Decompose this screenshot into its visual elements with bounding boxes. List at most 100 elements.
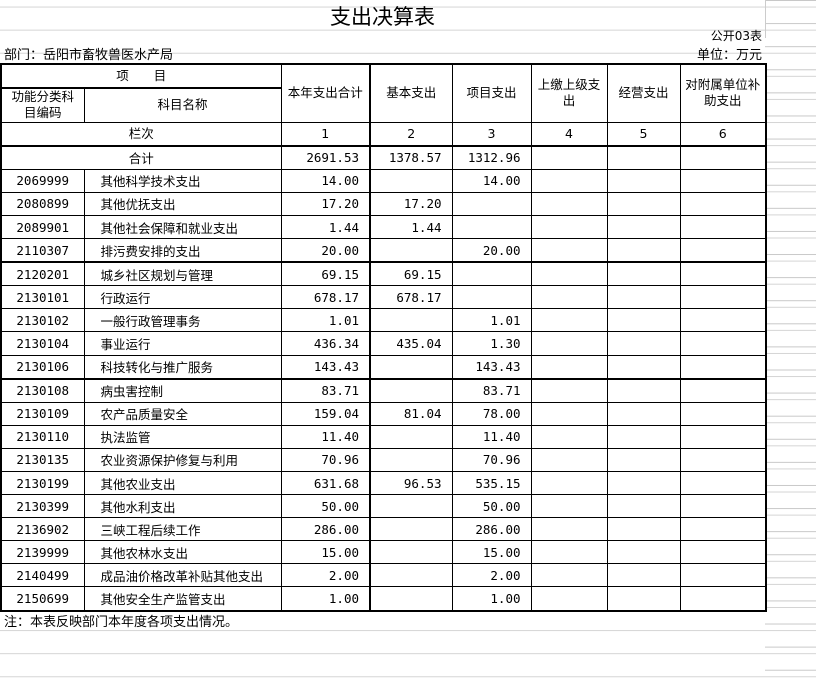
value-cell[interactable]: 70.96	[280, 447, 372, 473]
value-cell[interactable]	[369, 354, 453, 380]
name-cell[interactable]: 病虫害控制	[83, 377, 282, 403]
value-cell[interactable]	[679, 308, 767, 333]
value-cell[interactable]: 14.00	[451, 168, 532, 193]
code-cell[interactable]: 2069999	[0, 168, 85, 193]
value-cell[interactable]	[369, 494, 453, 519]
name-cell[interactable]: 其他农林水支出	[83, 540, 282, 565]
value-cell[interactable]: 535.15	[451, 470, 532, 496]
code-cell[interactable]: 2130106	[0, 354, 85, 380]
value-cell[interactable]: 17.20	[369, 191, 453, 216]
name-cell[interactable]: 其他优抚支出	[83, 191, 282, 216]
value-cell[interactable]	[369, 586, 453, 612]
value-cell[interactable]: 69.15	[280, 261, 372, 287]
cell[interactable]: 2691.53	[280, 144, 372, 170]
header-basic[interactable]: 基本支出	[369, 63, 453, 123]
value-cell[interactable]	[369, 540, 453, 565]
value-cell[interactable]	[606, 261, 681, 287]
value-cell[interactable]	[530, 563, 608, 588]
value-cell[interactable]	[679, 331, 767, 356]
value-cell[interactable]	[606, 563, 681, 588]
value-cell[interactable]	[679, 424, 767, 449]
value-cell[interactable]	[530, 285, 608, 310]
header-project[interactable]: 项目支出	[451, 63, 532, 123]
code-cell[interactable]: 2130104	[0, 331, 85, 356]
value-cell[interactable]: 2.00	[451, 563, 532, 588]
value-cell[interactable]	[451, 261, 532, 287]
value-cell[interactable]	[606, 401, 681, 426]
value-cell[interactable]: 96.53	[369, 470, 453, 496]
value-cell[interactable]	[606, 214, 681, 240]
value-cell[interactable]: 69.15	[369, 261, 453, 287]
value-cell[interactable]: 81.04	[369, 401, 453, 426]
value-cell[interactable]	[679, 517, 767, 542]
code-cell[interactable]: 2130135	[0, 447, 85, 473]
value-cell[interactable]	[369, 563, 453, 588]
value-cell[interactable]	[679, 377, 767, 403]
col-number[interactable]: 1	[280, 121, 372, 147]
value-cell[interactable]: 15.00	[451, 540, 532, 565]
header-remit-upper[interactable]: 上缴上级支出	[530, 63, 608, 123]
col-number[interactable]: 4	[530, 121, 608, 147]
value-cell[interactable]	[606, 331, 681, 356]
cell[interactable]	[606, 144, 681, 170]
name-cell[interactable]: 其他农业支出	[83, 470, 282, 496]
name-cell[interactable]: 其他水利支出	[83, 494, 282, 519]
value-cell[interactable]: 1.44	[369, 214, 453, 240]
code-cell[interactable]: 2139999	[0, 540, 85, 565]
code-cell[interactable]: 2130102	[0, 308, 85, 333]
value-cell[interactable]	[606, 238, 681, 263]
col-number[interactable]: 6	[679, 121, 767, 147]
value-cell[interactable]: 159.04	[280, 401, 372, 426]
value-cell[interactable]	[530, 191, 608, 216]
value-cell[interactable]: 1.00	[280, 586, 372, 612]
value-cell[interactable]	[530, 331, 608, 356]
value-cell[interactable]	[369, 517, 453, 542]
col-number[interactable]: 5	[606, 121, 681, 147]
value-cell[interactable]: 14.00	[280, 168, 372, 193]
code-cell[interactable]: 2110307	[0, 238, 85, 263]
header-row-label[interactable]: 栏次	[0, 121, 282, 147]
value-cell[interactable]: 11.40	[451, 424, 532, 449]
value-cell[interactable]	[679, 540, 767, 565]
value-cell[interactable]: 15.00	[280, 540, 372, 565]
name-cell[interactable]: 其他安全生产监管支出	[83, 586, 282, 612]
code-cell[interactable]: 2150699	[0, 586, 85, 612]
value-cell[interactable]	[606, 447, 681, 473]
cell[interactable]: 1312.96	[451, 144, 532, 170]
value-cell[interactable]: 286.00	[280, 517, 372, 542]
header-total[interactable]: 本年支出合计	[280, 63, 372, 123]
value-cell[interactable]	[679, 214, 767, 240]
name-cell[interactable]: 三峡工程后续工作	[83, 517, 282, 542]
value-cell[interactable]: 17.20	[280, 191, 372, 216]
value-cell[interactable]: 20.00	[451, 238, 532, 263]
value-cell[interactable]	[530, 168, 608, 193]
name-cell[interactable]: 排污费安排的支出	[83, 238, 282, 263]
name-cell[interactable]: 执法监管	[83, 424, 282, 449]
code-cell[interactable]: 2130108	[0, 377, 85, 403]
value-cell[interactable]: 70.96	[451, 447, 532, 473]
name-cell[interactable]: 农业资源保护修复与利用	[83, 447, 282, 473]
value-cell[interactable]: 678.17	[280, 285, 372, 310]
code-cell[interactable]: 2140499	[0, 563, 85, 588]
value-cell[interactable]	[679, 191, 767, 216]
name-cell[interactable]: 一般行政管理事务	[83, 308, 282, 333]
value-cell[interactable]: 1.00	[451, 586, 532, 612]
value-cell[interactable]: 143.43	[280, 354, 372, 380]
cell[interactable]: 1378.57	[369, 144, 453, 170]
value-cell[interactable]	[679, 586, 767, 612]
code-cell[interactable]: 2120201	[0, 261, 85, 287]
value-cell[interactable]	[606, 470, 681, 496]
value-cell[interactable]: 678.17	[369, 285, 453, 310]
name-cell[interactable]: 科技转化与推广服务	[83, 354, 282, 380]
code-cell[interactable]: 2136902	[0, 517, 85, 542]
value-cell[interactable]: 20.00	[280, 238, 372, 263]
value-cell[interactable]	[530, 401, 608, 426]
value-cell[interactable]: 1.30	[451, 331, 532, 356]
header-code[interactable]: 功能分类科目编码	[0, 87, 85, 123]
value-cell[interactable]: 50.00	[451, 494, 532, 519]
value-cell[interactable]	[606, 191, 681, 216]
value-cell[interactable]	[530, 214, 608, 240]
value-cell[interactable]	[530, 586, 608, 612]
name-cell[interactable]: 城乡社区规划与管理	[83, 261, 282, 287]
value-cell[interactable]	[679, 447, 767, 473]
